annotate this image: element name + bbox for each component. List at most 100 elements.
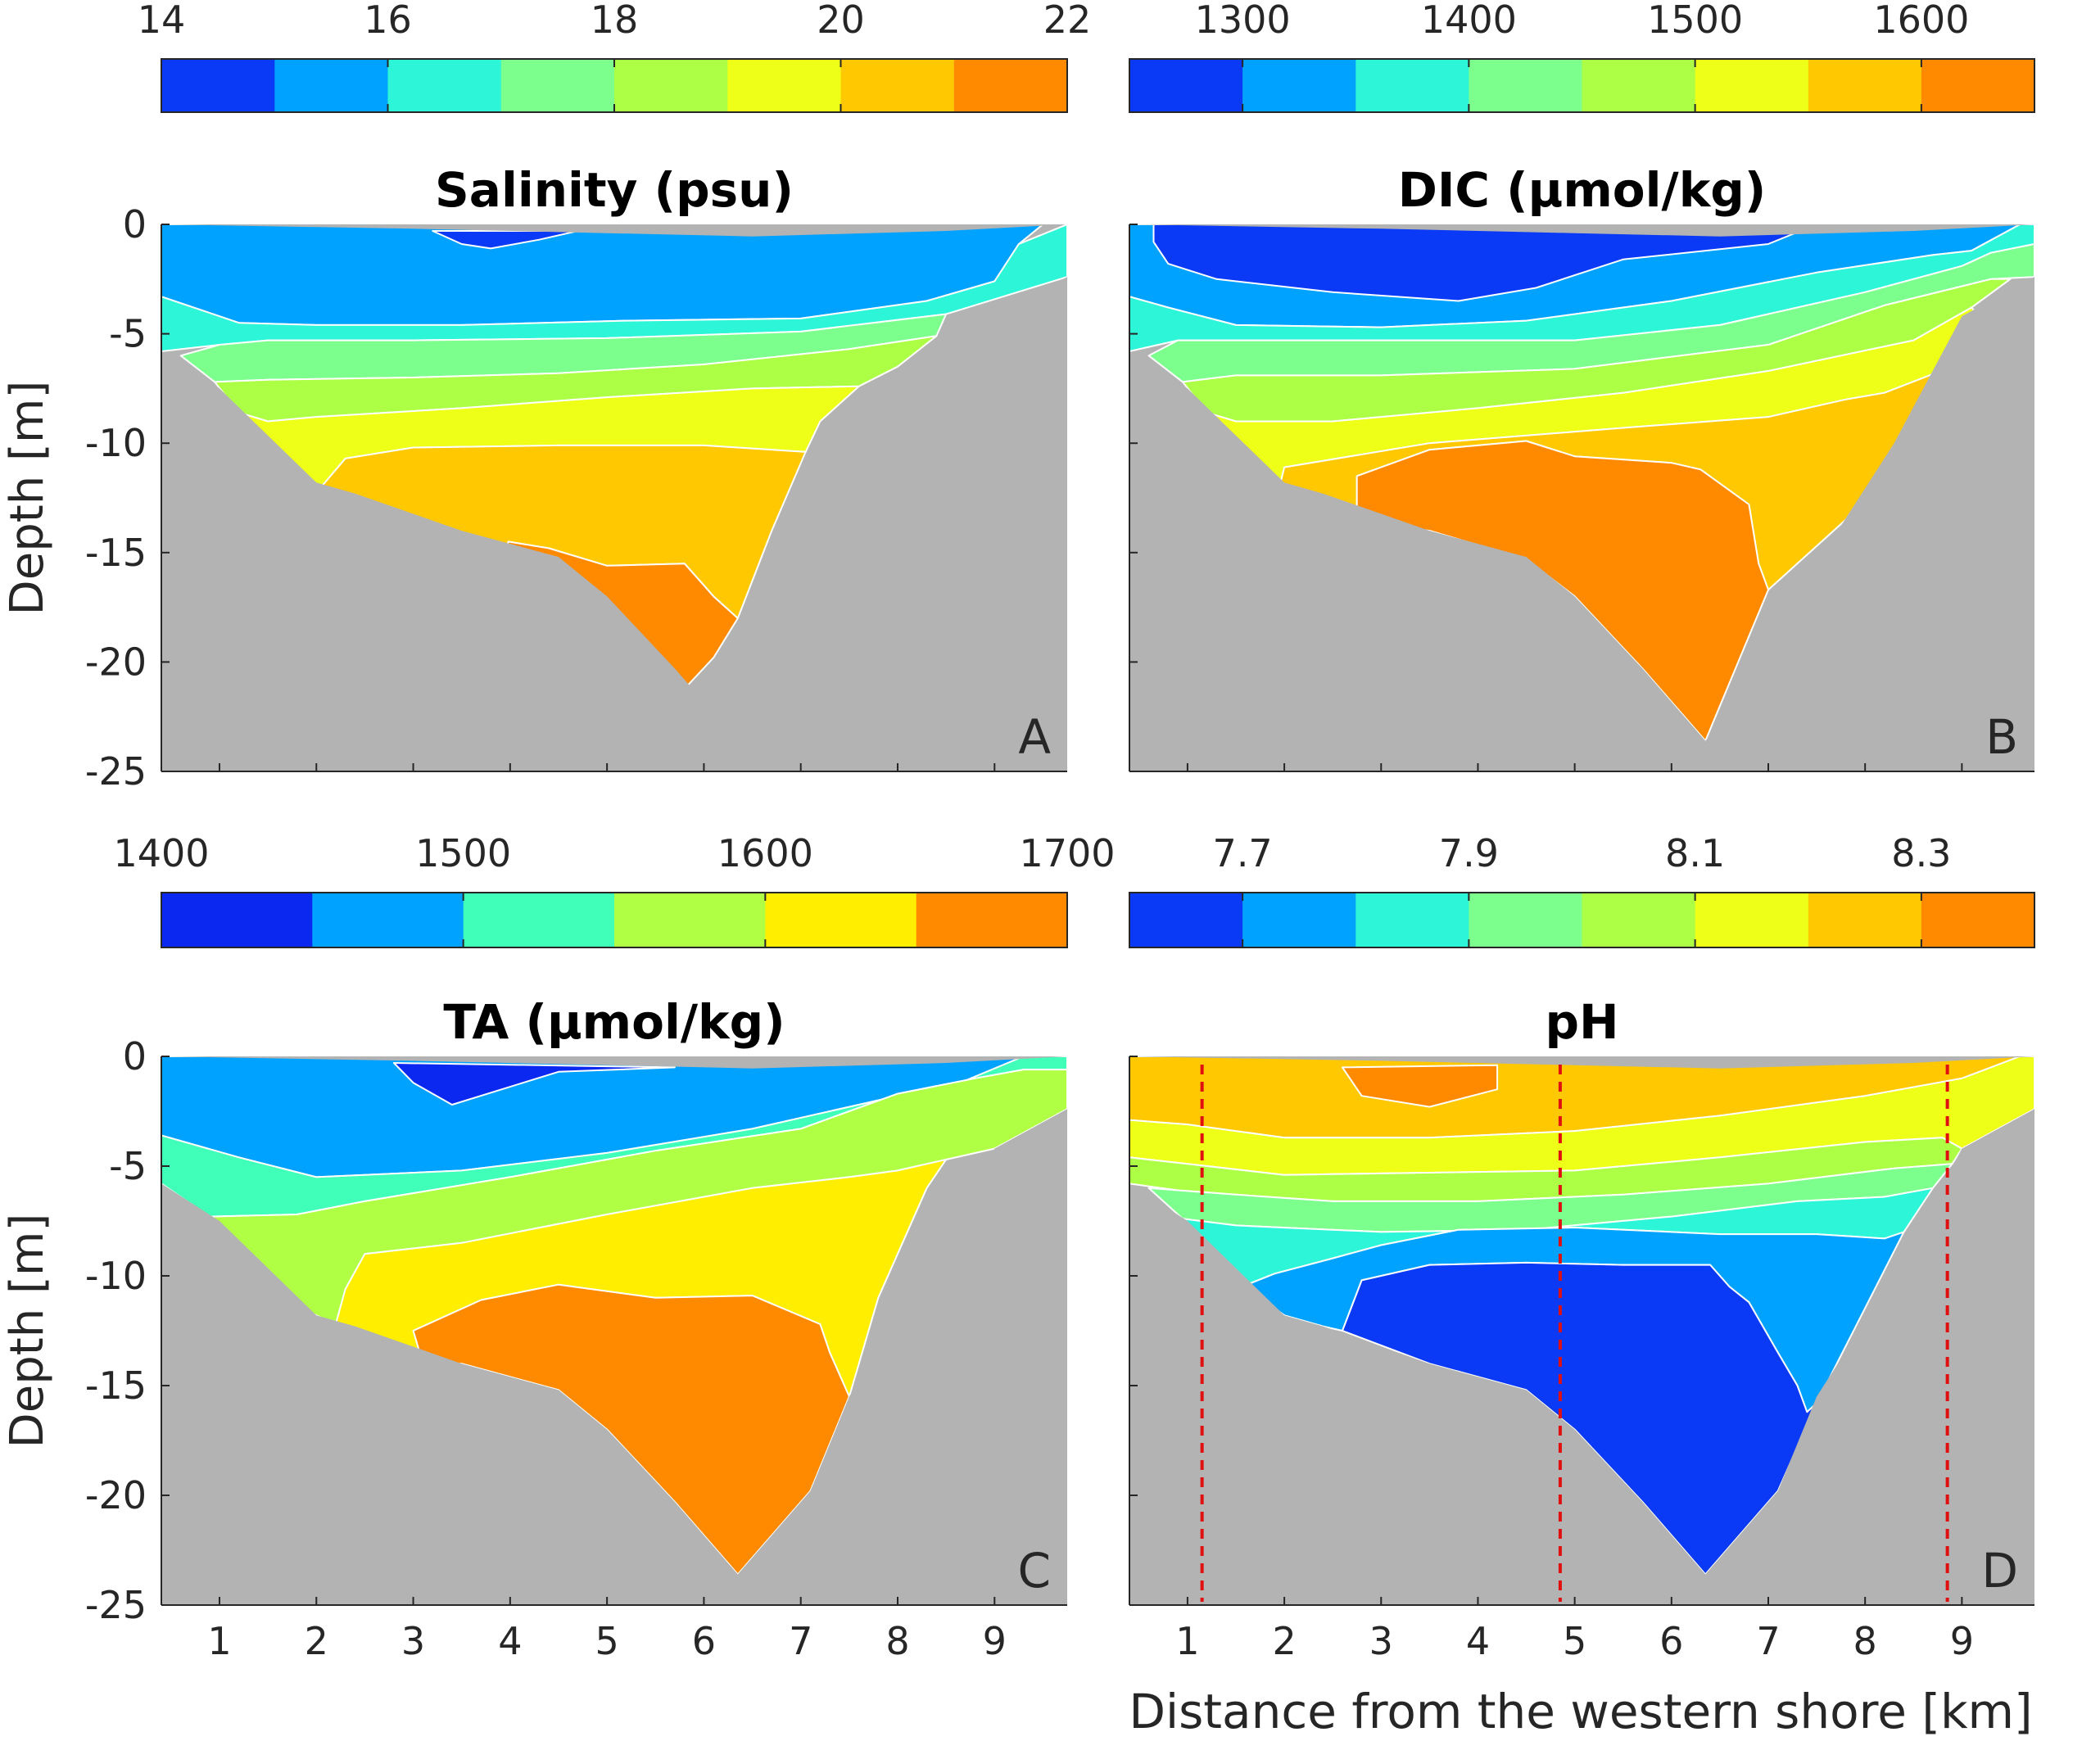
colorbar-tick-label: 8.3 bbox=[1891, 831, 1951, 875]
colorbar-swatch bbox=[727, 59, 842, 112]
colorbar-tick-label: 7.9 bbox=[1439, 831, 1499, 875]
plot-area bbox=[1129, 224, 2034, 771]
contour-region-level-0 bbox=[392, 1062, 676, 1106]
colorbar-tick-label: 1600 bbox=[1873, 0, 1969, 42]
colorbar-D: 7.7 7.9 8.1 8.3 bbox=[1129, 831, 2035, 948]
y-tick-label: -15 bbox=[85, 1363, 147, 1408]
x-tick-label: 3 bbox=[1369, 1619, 1393, 1663]
colorbar-tick-label: 1500 bbox=[1647, 0, 1743, 42]
x-tick-label: 2 bbox=[305, 1619, 328, 1663]
colorbar-tick-label: 1700 bbox=[1019, 831, 1115, 875]
axes-D: 1 2 3 4 5 6 7 8 9 bbox=[1129, 1056, 2034, 1663]
y-tick-label: -10 bbox=[85, 1254, 147, 1298]
colorbar-swatch bbox=[312, 893, 464, 947]
y-tick-label: -10 bbox=[85, 421, 147, 465]
y-axis-label: Depth [m] bbox=[1, 381, 54, 616]
panel-letter: A bbox=[1018, 709, 1051, 765]
x-tick-label: 4 bbox=[498, 1619, 522, 1663]
colorbar-tick-label: 1300 bbox=[1195, 0, 1291, 42]
colorbar-swatch bbox=[1921, 893, 2035, 947]
x-tick-label: 8 bbox=[885, 1619, 909, 1663]
x-tick-label: 9 bbox=[1950, 1619, 1974, 1663]
y-tick-label: -25 bbox=[85, 749, 147, 794]
panel-title: pH bbox=[1545, 994, 1618, 1050]
x-tick-label: 6 bbox=[692, 1619, 716, 1663]
x-tick-label: 5 bbox=[1563, 1619, 1586, 1663]
x-tick-label: 6 bbox=[1659, 1619, 1683, 1663]
colorbar-swatch bbox=[463, 893, 615, 947]
colorbar-swatch bbox=[500, 59, 615, 112]
bathymetry-mask bbox=[1129, 1109, 2034, 1605]
x-tick-label: 1 bbox=[1175, 1619, 1199, 1663]
colorbar-swatch bbox=[765, 893, 917, 947]
x-tick-label: 5 bbox=[595, 1619, 618, 1663]
panel-letter: D bbox=[1981, 1543, 2018, 1599]
y-tick-label: -5 bbox=[109, 1144, 147, 1188]
colorbar-swatch bbox=[1242, 893, 1356, 947]
plot-area bbox=[161, 1056, 1067, 1605]
surface-mask bbox=[1129, 1056, 2034, 1069]
colorbar-swatch bbox=[1695, 59, 1809, 112]
surface-mask bbox=[161, 224, 1067, 237]
y-axis-label: Depth [m] bbox=[1, 1214, 54, 1449]
bathymetry-mask bbox=[161, 277, 1067, 771]
panel-title: Salinity (psu) bbox=[435, 162, 794, 218]
panel-title: TA (μmol/kg) bbox=[443, 994, 785, 1050]
colorbar-tick-label: 18 bbox=[591, 0, 639, 42]
colorbar-tick-label: 20 bbox=[817, 0, 865, 42]
colorbar-tick-label: 7.7 bbox=[1213, 831, 1273, 875]
plot-area bbox=[161, 224, 1067, 771]
colorbar-swatch bbox=[387, 59, 502, 112]
figure-xlabel: Distance from the western shore [km] bbox=[1129, 1684, 2032, 1739]
y-tick-label: -5 bbox=[109, 312, 147, 356]
colorbar-tick-label: 16 bbox=[364, 0, 412, 42]
x-tick-label: 7 bbox=[1756, 1619, 1780, 1663]
colorbar-swatch bbox=[1469, 59, 1583, 112]
colorbar-swatch bbox=[1129, 59, 1243, 112]
panel-B: 1300 1400 1500 1600 DIC (μmol/kg) B bbox=[1129, 0, 2035, 772]
contour-region-level-7 bbox=[1342, 1064, 1499, 1108]
colorbar-swatch bbox=[274, 59, 389, 112]
panel-title: DIC (μmol/kg) bbox=[1398, 162, 1767, 218]
colorbar-swatch bbox=[1129, 893, 1243, 947]
surface-mask bbox=[1129, 224, 2034, 237]
colorbar-frame bbox=[1129, 58, 2035, 113]
y-tick-label: -20 bbox=[85, 640, 147, 684]
colorbar-tick-label: 22 bbox=[1043, 0, 1092, 42]
y-tick-label: -20 bbox=[85, 1473, 147, 1517]
colorbar-B: 1300 1400 1500 1600 bbox=[1129, 0, 2035, 113]
colorbar-swatch bbox=[1242, 59, 1356, 112]
colorbar-swatch bbox=[840, 59, 955, 112]
colorbar-swatch bbox=[1582, 59, 1696, 112]
colorbar-swatch bbox=[1808, 59, 1922, 112]
colorbar-swatch bbox=[614, 59, 729, 112]
axes-C: 0 -5 -10 -15 -20 -25 1 2 3 4 5 6 7 8 9 Depth [m] bbox=[1, 1034, 1067, 1663]
colorbar-swatch bbox=[1921, 59, 2035, 112]
y-tick-label: 0 bbox=[123, 1034, 147, 1079]
y-tick-label: -25 bbox=[85, 1583, 147, 1627]
colorbar-frame bbox=[161, 892, 1068, 948]
colorbar-frame bbox=[1129, 892, 2035, 948]
colorbar-tick-label: 1400 bbox=[113, 831, 209, 875]
y-tick-label: 0 bbox=[123, 202, 147, 246]
x-tick-label: 8 bbox=[1853, 1619, 1877, 1663]
colorbar-swatch bbox=[1355, 59, 1470, 112]
colorbar-swatch bbox=[1469, 893, 1583, 947]
surface-mask bbox=[161, 1056, 1067, 1069]
bathymetry-mask bbox=[161, 1109, 1067, 1605]
colorbar-tick-label: 1500 bbox=[415, 831, 511, 875]
colorbar-A: 14 16 18 20 22 bbox=[138, 0, 1092, 113]
colorbar-swatch bbox=[161, 59, 276, 112]
panel-A: 14 16 18 20 22 Salinity (psu) 0 -5 -10 -15 -20 -25 D… bbox=[1, 0, 1091, 794]
x-tick-label: 1 bbox=[207, 1619, 231, 1663]
panel-C: 1400 1500 1600 1700 TA (μmol/kg) 0 -5 -10 -15 -20… bbox=[1, 831, 1116, 1663]
colorbar-swatch bbox=[614, 893, 767, 947]
colorbar-swatch bbox=[161, 893, 314, 947]
x-tick-label: 9 bbox=[983, 1619, 1007, 1663]
colorbar-tick-label: 14 bbox=[138, 0, 186, 42]
panel-D: 7.7 7.9 8.1 8.3 pH 1 2 3 4 5 6 7 8 9D bbox=[1129, 831, 2035, 1663]
colorbar-swatch bbox=[953, 59, 1068, 112]
colorbar-swatch bbox=[916, 893, 1068, 947]
panel-letter: B bbox=[1985, 709, 2018, 765]
